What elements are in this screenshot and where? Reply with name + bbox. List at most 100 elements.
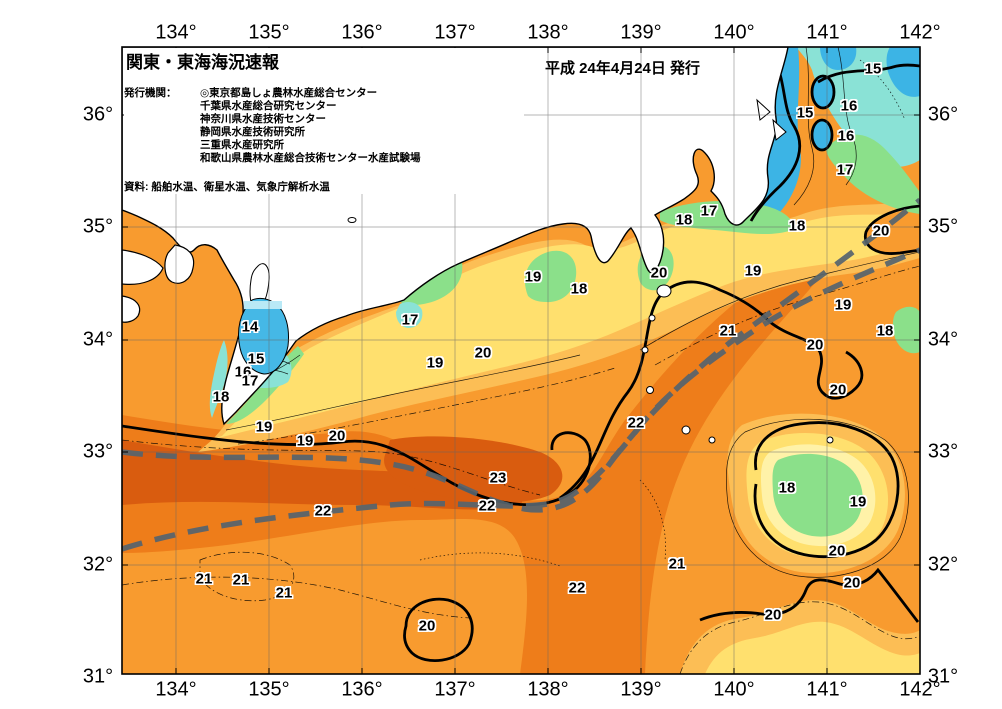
temp-contour-label: 17 — [700, 202, 718, 220]
lat-label-right: 34° — [927, 328, 959, 351]
lat-label-right: 31° — [927, 665, 959, 688]
lat-label-right: 33° — [927, 440, 959, 463]
lat-label-left: 35° — [82, 215, 114, 238]
sea-green-band-ne — [826, 134, 920, 214]
source-note: 資料: 船舶水温、衛星水温、気象庁解析水温 — [124, 181, 330, 193]
frame-ticks — [122, 47, 920, 674]
land-shikoku-b — [122, 295, 141, 323]
temp-contour-label: 22 — [568, 579, 586, 597]
temp-contour-label: 18 — [212, 388, 230, 406]
temp-contour-label: 20 — [764, 606, 782, 624]
sea-warm-core-23 — [122, 440, 523, 510]
lon-label-bottom: 139° — [620, 678, 662, 701]
issuer-line: 和歌山県農林水産総合技術センター水産試験場 — [200, 152, 421, 164]
izu-islands — [347, 98, 834, 444]
temp-contour-label: 20 — [474, 344, 492, 362]
issuer-list: ◎東京都島しょ農林水産総合センター 千葉県水産総合研究センター 神奈川県水産技術セン… — [200, 87, 421, 165]
temp-contour-label: 19 — [296, 432, 314, 450]
lon-label-bottom: 138° — [527, 678, 569, 701]
lon-label-top: 140° — [713, 21, 755, 44]
temp-contour-label: 19 — [849, 493, 867, 511]
temp-contour-label: 21 — [275, 584, 293, 602]
temp-contour-label: 21 — [668, 555, 686, 573]
temp-contour-label: 20 — [829, 381, 847, 399]
lon-label-top: 138° — [527, 21, 569, 44]
lon-label-bottom: 141° — [806, 678, 848, 701]
temp-contour-label: 21 — [195, 570, 213, 588]
issuer-line: 三重県水産研究所 — [200, 139, 284, 151]
temp-contour-label: 22 — [478, 497, 496, 515]
temp-contour-label: 16 — [837, 127, 855, 145]
ise-bay-pale-strip — [244, 301, 282, 309]
temp-contour-label: 16 — [234, 363, 252, 381]
issuer-line: 千葉県水産総合研究センター — [200, 100, 337, 112]
page-title: 関東・東海海況速報 — [126, 53, 279, 72]
lon-label-top: 142° — [899, 21, 941, 44]
aqua-small-strip — [396, 302, 423, 328]
temp-contour-label: 20 — [418, 617, 436, 635]
title-block: 関東・東海海況速報 発行機関： ◎東京都島しょ農林水産総合センター 千葉県水産総合… — [124, 48, 524, 194]
lon-label-bottom: 134° — [155, 678, 197, 701]
issuer-line: 静岡県水産技術研究所 — [200, 126, 305, 138]
temp-contour-label: 15 — [247, 350, 265, 368]
sea-blue-oval-2 — [813, 121, 831, 149]
sea-coastal-yellow — [210, 212, 920, 440]
lat-label-left: 32° — [82, 553, 114, 576]
sea-blue-oval-1 — [813, 77, 833, 107]
lon-label-bottom: 140° — [713, 678, 755, 701]
lon-label-top: 136° — [341, 21, 383, 44]
lon-label-top: 141° — [806, 21, 848, 44]
lon-label-top: 134° — [155, 21, 197, 44]
lon-label-top: 137° — [434, 21, 476, 44]
lat-label-right: 36° — [927, 103, 959, 126]
temp-contour-label: 16 — [840, 97, 858, 115]
temp-contour-label: 19 — [426, 354, 444, 372]
temp-contour-label: 18 — [675, 211, 693, 229]
temp-contour-label: 17 — [836, 161, 854, 179]
temp-contour-label: 20 — [828, 542, 846, 560]
temp-contour-label: 17 — [401, 311, 419, 329]
temp-contour-label: 18 — [570, 280, 588, 298]
lon-label-bottom: 136° — [341, 678, 383, 701]
kuroshio-axis-north — [122, 197, 920, 513]
temp-contour-label: 22 — [627, 414, 645, 432]
issuing-agencies: 発行機関： ◎東京都島しょ農林水産総合センター 千葉県水産総合研究センター 神奈川県… — [124, 87, 524, 165]
temp-contour-label: 19 — [255, 418, 273, 436]
temp-contour-label: 22 — [314, 502, 332, 520]
sea-warm-core-23b — [384, 436, 563, 503]
eddy-green-core — [772, 453, 863, 537]
kuroshio-axis-south — [122, 247, 920, 552]
lat-label-left: 31° — [82, 665, 114, 688]
lon-label-top: 139° — [620, 21, 662, 44]
temp-contour-label: 19 — [524, 268, 542, 286]
temp-contour-label: 18 — [876, 322, 894, 340]
temp-contour-label: 20 — [650, 264, 668, 282]
map-frame — [121, 46, 921, 675]
temp-contour-label: 21 — [232, 571, 250, 589]
lat-label-left: 36° — [82, 103, 114, 126]
aqua-kii-west — [209, 340, 228, 418]
lon-label-bottom: 142° — [899, 678, 941, 701]
sea-warm-tongue-ne — [865, 208, 920, 255]
sea-blue-spot — [820, 47, 857, 70]
lat-label-left: 34° — [82, 328, 114, 351]
lat-label-left: 33° — [82, 440, 114, 463]
land-shikoku-a — [122, 249, 164, 285]
temp-contour-label: 17 — [241, 372, 259, 390]
land-awaji — [164, 244, 195, 284]
issuer-label: 発行機関： — [124, 87, 177, 99]
temp-contour-label: 14 — [241, 318, 259, 336]
issuer-line: ◎東京都島しょ農林水産総合センター — [200, 87, 378, 99]
issuer-line: 神奈川県水産技術センター — [200, 113, 326, 125]
temp-contour-label: 18 — [778, 479, 796, 497]
temp-contour-label: 20 — [872, 222, 890, 240]
temp-contour-label: 20 — [806, 336, 824, 354]
lat-label-right: 32° — [927, 553, 959, 576]
temp-contour-label: 18 — [788, 217, 806, 235]
temp-contour-label: 20 — [328, 427, 346, 445]
green-patch-suruga — [524, 250, 577, 303]
temp-contour-label: 15 — [796, 104, 814, 122]
lon-label-bottom: 137° — [434, 678, 476, 701]
sea-blue-corner — [886, 47, 920, 97]
